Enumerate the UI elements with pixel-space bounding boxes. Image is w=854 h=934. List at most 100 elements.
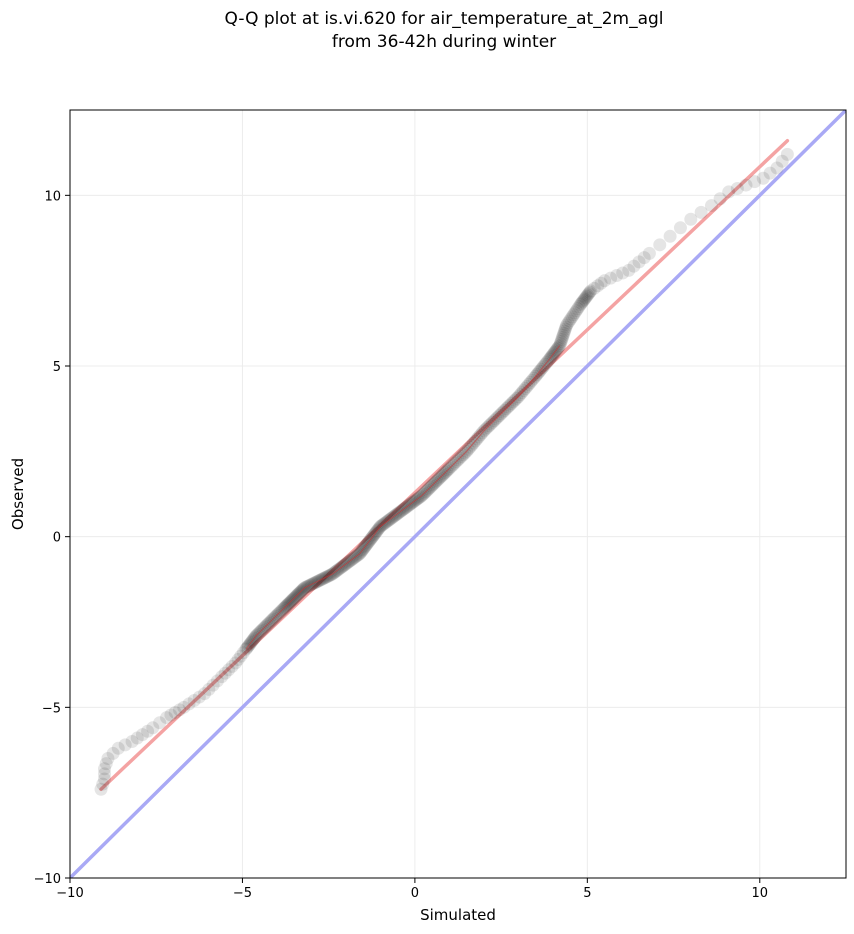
data-point-3 <box>97 767 111 781</box>
axis-ticks: −10 −5 0 5 10 −10 −5 0 5 10 <box>34 189 768 901</box>
data-point-12 <box>135 728 149 742</box>
data-point-315 <box>713 192 727 206</box>
x-tick-label-4: 10 <box>752 886 769 901</box>
data-point-297 <box>587 281 601 295</box>
data-point-27 <box>210 674 224 688</box>
data-point-26 <box>206 678 220 692</box>
data-point-22 <box>187 694 201 708</box>
data-point-34 <box>234 649 248 663</box>
data-point-292 <box>580 289 594 303</box>
data-point-14 <box>146 721 160 735</box>
data-point-306 <box>632 255 646 269</box>
data-point-271 <box>556 328 570 342</box>
data-point-321 <box>763 166 777 180</box>
data-point-319 <box>748 175 762 189</box>
chart-title-line-2: from 36-42h during winter <box>332 32 556 52</box>
y-tick-label-1: −5 <box>42 701 61 716</box>
data-point-317 <box>730 182 744 196</box>
identity-line <box>70 110 846 878</box>
data-point-293 <box>581 288 595 302</box>
y-tick-label-4: 10 <box>44 189 61 204</box>
data-point-30 <box>222 663 236 677</box>
data-point-296 <box>584 284 598 298</box>
data-point-32 <box>229 656 243 670</box>
data-point-313 <box>694 205 708 219</box>
data-point-295 <box>583 285 597 299</box>
data-point-287 <box>574 296 588 310</box>
data-point-314 <box>704 199 718 213</box>
data-point-308 <box>642 246 656 260</box>
data-point-2 <box>97 772 111 786</box>
data-point-289 <box>577 293 591 307</box>
data-point-299 <box>594 276 608 290</box>
data-point-322 <box>770 161 784 175</box>
data-point-300 <box>598 274 612 288</box>
data-point-277 <box>561 316 575 330</box>
data-point-268 <box>554 334 568 348</box>
fit-line-overlay <box>245 345 561 650</box>
data-point-6 <box>101 752 115 766</box>
data-point-276 <box>560 318 574 332</box>
data-point-1 <box>96 777 110 791</box>
data-point-19 <box>173 703 186 717</box>
data-point-269 <box>555 332 569 346</box>
data-point-305 <box>627 259 641 273</box>
data-point-324 <box>780 147 794 161</box>
data-point-303 <box>616 266 630 280</box>
data-point-18 <box>168 705 182 719</box>
data-point-5 <box>99 757 113 771</box>
data-point-25 <box>202 682 216 696</box>
data-point-16 <box>160 711 174 725</box>
data-point-35 <box>236 646 250 660</box>
data-point-266 <box>553 339 567 353</box>
data-point-290 <box>578 292 592 306</box>
data-point-323 <box>775 154 789 168</box>
data-point-285 <box>572 300 586 314</box>
data-point-318 <box>739 178 753 192</box>
data-point-270 <box>556 330 569 344</box>
data-point-298 <box>591 279 605 293</box>
data-point-275 <box>559 320 573 334</box>
data-point-23 <box>192 690 206 704</box>
y-axis-label: Observed <box>9 458 27 530</box>
data-point-286 <box>573 298 587 312</box>
data-point-4 <box>97 762 111 776</box>
data-point-282 <box>568 306 582 320</box>
data-point-11 <box>130 731 144 745</box>
data-point-7 <box>106 746 120 760</box>
data-point-311 <box>673 221 687 235</box>
data-point-294 <box>582 287 596 301</box>
y-tick-label-3: 5 <box>53 360 61 375</box>
data-point-281 <box>567 308 581 322</box>
x-tick-label-1: −5 <box>233 886 252 901</box>
data-point-24 <box>198 687 212 701</box>
data-point-278 <box>562 314 576 328</box>
data-point-15 <box>153 716 167 730</box>
x-axis-label: Simulated <box>420 906 496 924</box>
data-point-36 <box>239 642 253 656</box>
data-point-301 <box>604 271 618 285</box>
data-point-312 <box>684 212 698 226</box>
y-tick-label-2: 0 <box>53 531 61 546</box>
data-point-288 <box>576 295 589 309</box>
fit-line <box>99 138 790 792</box>
data-point-267 <box>553 336 567 350</box>
reference-lines <box>70 110 846 878</box>
data-point-273 <box>558 324 572 338</box>
data-point-291 <box>579 291 593 305</box>
x-tick-label-2: 0 <box>411 886 419 901</box>
data-point-316 <box>722 185 736 199</box>
x-tick-label-3: 5 <box>583 886 591 901</box>
data-point-33 <box>231 653 245 667</box>
data-point-20 <box>177 700 191 714</box>
data-point-0 <box>94 782 108 796</box>
data-point-28 <box>215 670 229 684</box>
data-point-310 <box>663 229 677 243</box>
data-point-10 <box>125 734 139 748</box>
data-point-9 <box>118 738 132 752</box>
data-point-31 <box>225 659 239 673</box>
data-points <box>94 147 794 796</box>
y-tick-label-0: −10 <box>34 872 61 887</box>
